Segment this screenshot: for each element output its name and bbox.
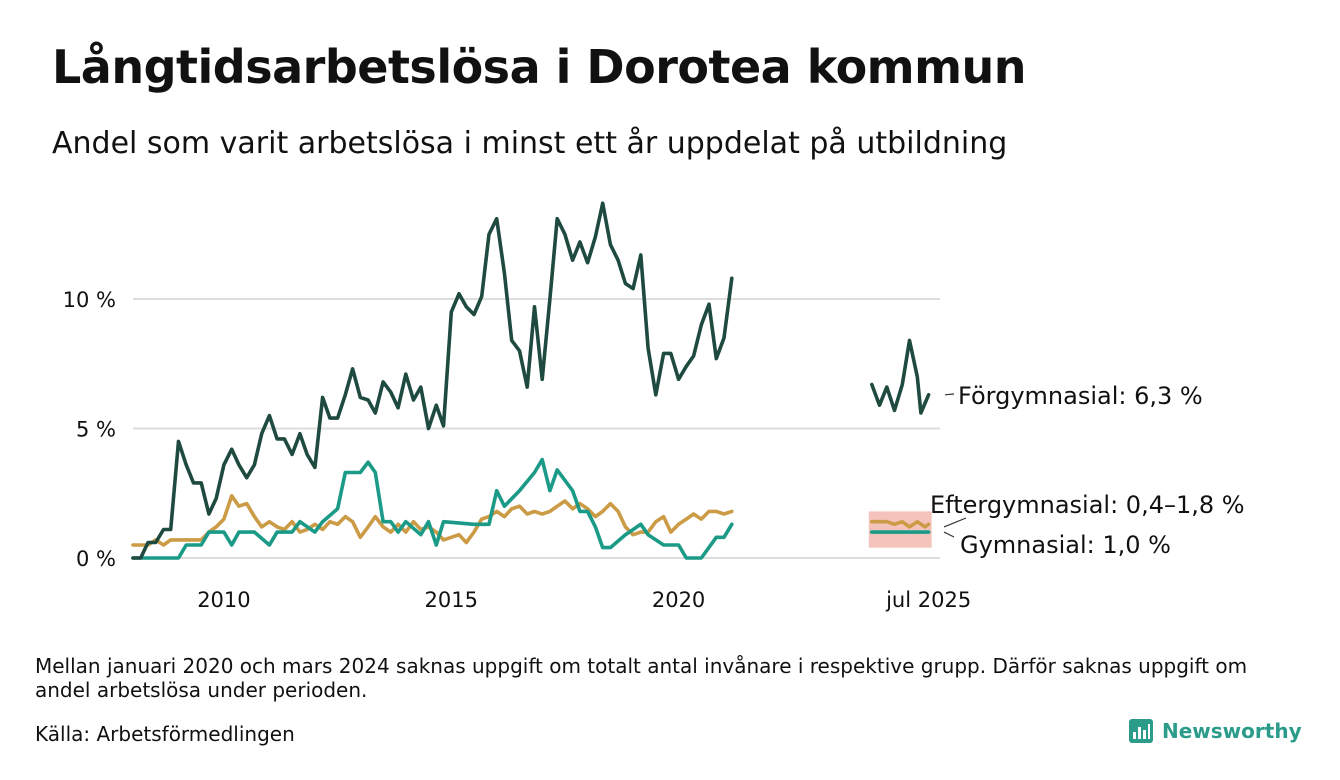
eftergymnasial-range-band xyxy=(868,511,932,548)
end-labels: Förgymnasial: 6,3 % Eftergymnasial: 0,4–1… xyxy=(930,382,1245,559)
brand-name: Newsworthy xyxy=(1162,719,1302,743)
newsworthy-logo[interactable]: Newsworthy xyxy=(1128,718,1302,744)
y-tick-label: 10 % xyxy=(63,288,116,312)
series-lines xyxy=(131,201,931,560)
förgymnasial-line-segment-1 xyxy=(131,201,734,560)
end-label-leader xyxy=(943,517,967,528)
source-line: Källa: Arbetsförmedlingen xyxy=(35,722,295,746)
end-label-gymnasial: Gymnasial: 1,0 % xyxy=(960,531,1171,559)
gridlines xyxy=(133,298,940,559)
x-tick-label: 2015 xyxy=(425,588,478,612)
eftergymnasial-line-segment-2 xyxy=(870,519,931,529)
end-label-leader xyxy=(943,531,955,538)
x-tick-label: 2020 xyxy=(652,588,705,612)
x-tick-label: jul 2025 xyxy=(885,588,971,612)
förgymnasial-line-segment-2 xyxy=(870,338,931,415)
footnote: Mellan januari 2020 och mars 2024 saknas… xyxy=(35,654,1248,702)
y-tick-label: 0 % xyxy=(76,547,116,571)
y-tick-label: 5 % xyxy=(76,418,116,442)
end-label-eftergymnasial: Eftergymnasial: 0,4–1,8 % xyxy=(930,491,1245,519)
bar-chart-icon xyxy=(1129,719,1153,743)
x-axis-ticks: 2010 2015 2020 jul 2025 xyxy=(197,588,971,612)
end-label-leader xyxy=(944,393,955,396)
y-axis-ticks: 0 % 5 % 10 % xyxy=(63,288,116,571)
x-tick-label: 2010 xyxy=(197,588,250,612)
chart-subtitle: Andel som varit arbetslösa i minst ett å… xyxy=(52,126,1008,161)
chart-title: Långtidsarbetslösa i Dorotea kommun xyxy=(52,40,1027,94)
range-band-layer xyxy=(868,511,932,548)
line-chart: 0 % 5 % 10 % 2010 2015 2020 jul 2025 Förgymna… xyxy=(63,201,1245,612)
gymnasial-line-segment-1 xyxy=(131,457,734,560)
end-label-förgymnasial: Förgymnasial: 6,3 % xyxy=(958,382,1203,410)
